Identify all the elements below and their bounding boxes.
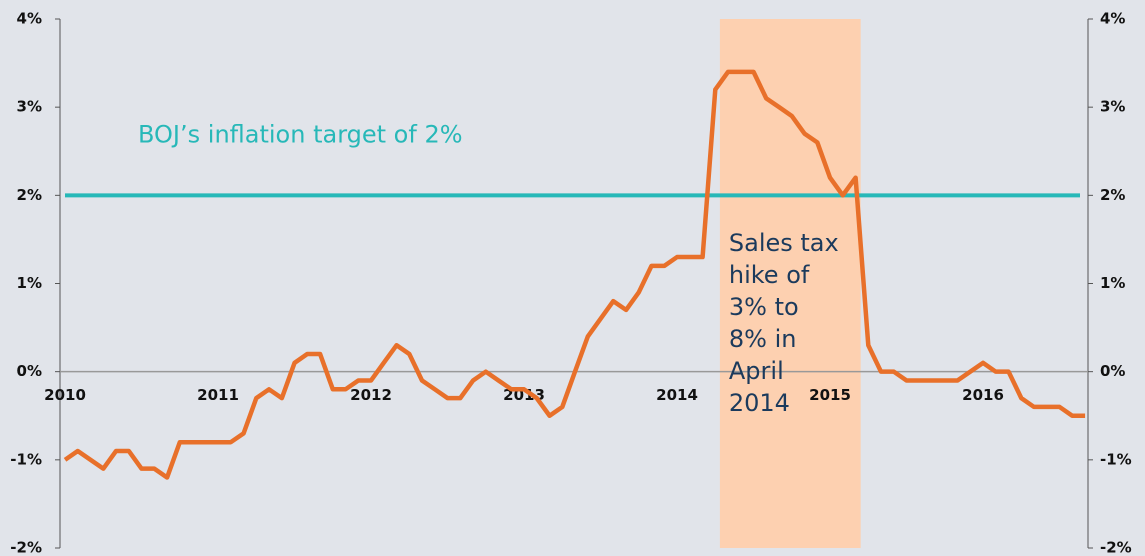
x-tick-label: 2012 xyxy=(350,386,392,404)
y2-tick-label: 3% xyxy=(1100,98,1125,116)
annotation: 8% in xyxy=(729,325,797,353)
y-tick-label: 1% xyxy=(17,274,42,292)
y2-tick-label: -1% xyxy=(1100,450,1132,468)
x-tick-label: 2014 xyxy=(656,386,698,404)
x-tick-label: 2015 xyxy=(809,386,851,404)
y-tick-label: 4% xyxy=(17,10,42,28)
y2-tick-label: -2% xyxy=(1100,539,1132,556)
y-tick-label: -2% xyxy=(10,539,42,556)
x-tick-label: 2010 xyxy=(44,386,86,404)
annotation: hike of xyxy=(729,261,810,289)
annotation: Sales tax xyxy=(729,229,839,257)
y2-tick-label: 2% xyxy=(1100,186,1125,204)
y-tick-label: 2% xyxy=(17,186,42,204)
y2-tick-label: 4% xyxy=(1100,10,1125,28)
series-line xyxy=(63,69,1086,480)
x-tick-label: 2016 xyxy=(962,386,1004,404)
y2-tick-label: 0% xyxy=(1100,362,1125,380)
y-tick-label: -1% xyxy=(10,450,42,468)
shaded-region xyxy=(719,19,861,548)
y-tick-label: 0% xyxy=(17,362,42,380)
annotation: 2014 xyxy=(729,389,790,417)
annotation: April xyxy=(729,357,784,385)
y-tick-label: 3% xyxy=(17,98,42,116)
annotation: 3% to xyxy=(729,293,799,321)
x-tick-label: 2011 xyxy=(197,386,239,404)
y2-tick-label: 1% xyxy=(1100,274,1125,292)
reference-label: BOJ’s inflation target of 2% xyxy=(138,120,463,148)
